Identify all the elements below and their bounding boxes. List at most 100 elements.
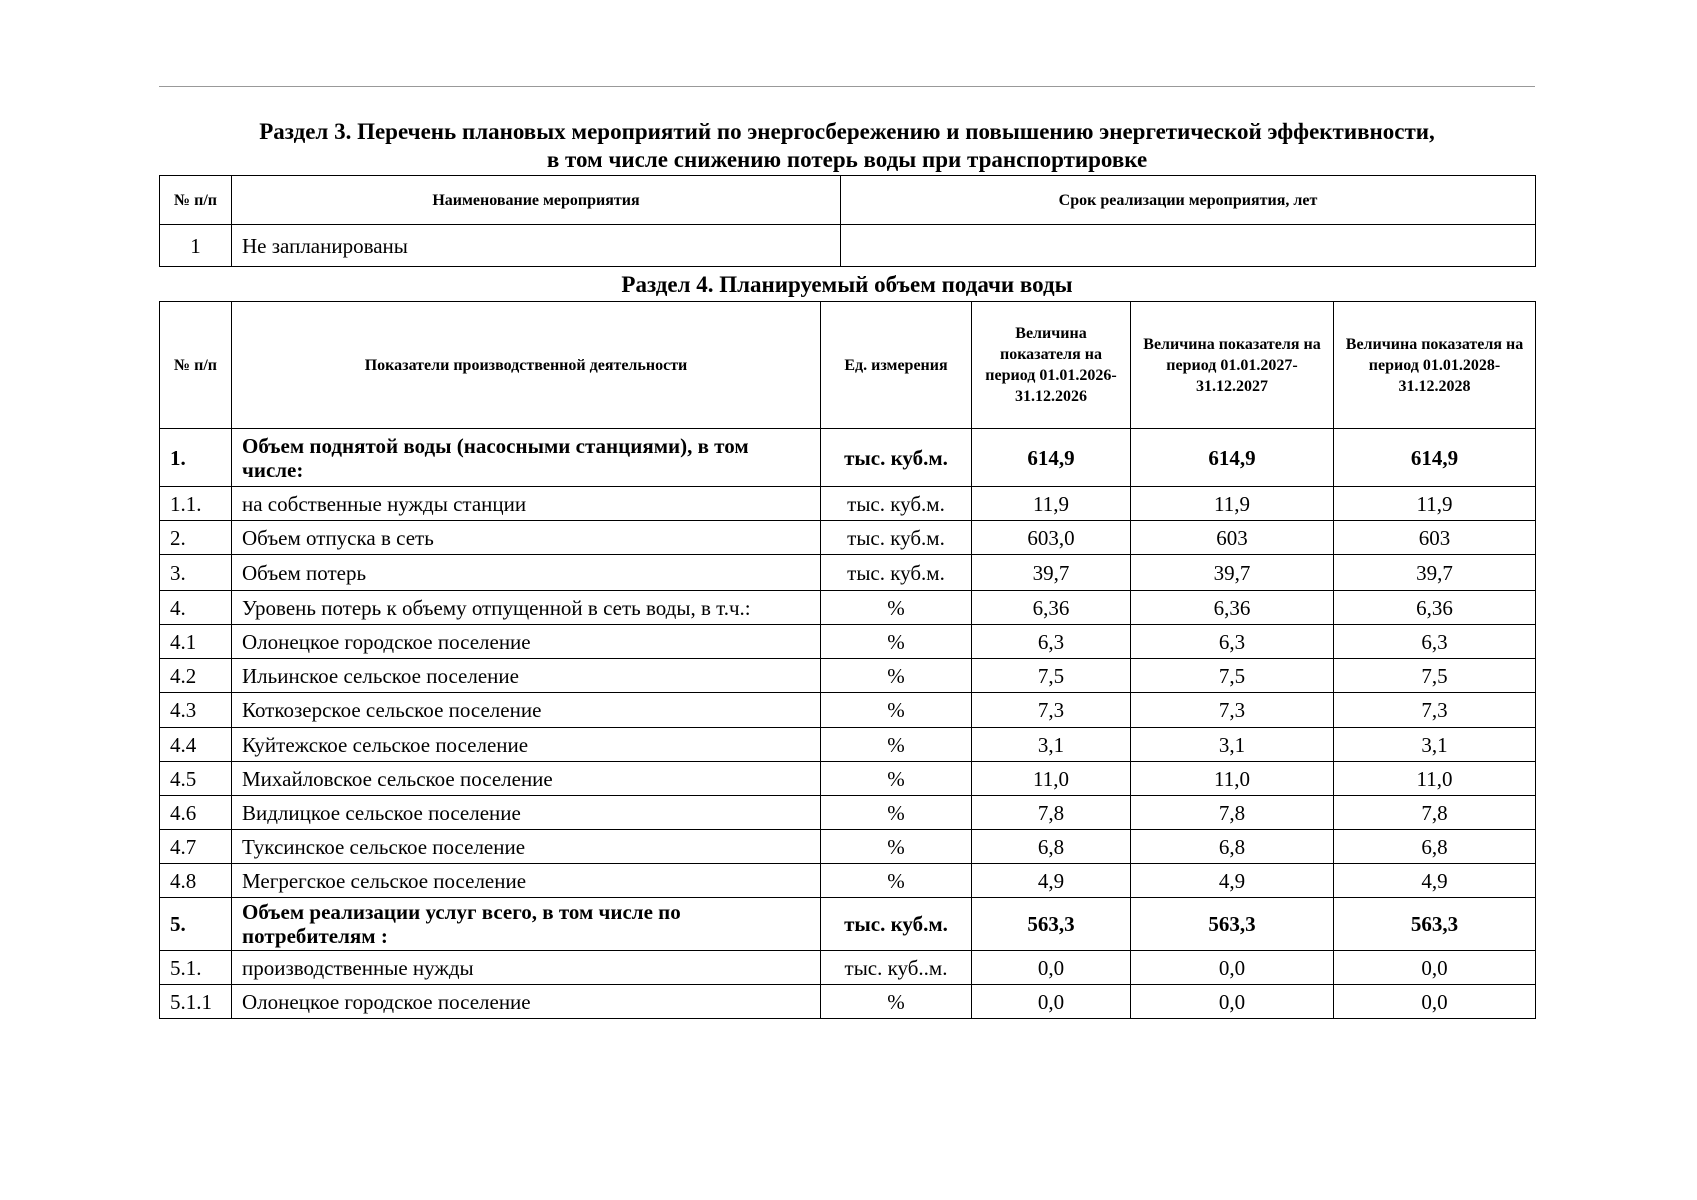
table-cell: 4.4 xyxy=(159,727,232,762)
table-cell xyxy=(840,224,1536,267)
table-cell: 7,8 xyxy=(971,795,1131,830)
table-cell: 0,0 xyxy=(1333,984,1536,1019)
table-cell: 614,9 xyxy=(1130,428,1334,487)
table-cell: 6,3 xyxy=(971,624,1131,659)
table-cell: 563,3 xyxy=(1333,897,1536,951)
table-cell: 7,5 xyxy=(1130,658,1334,693)
table-cell: тыс. куб.м. xyxy=(820,486,972,521)
table-cell: Объем отпуска в сеть xyxy=(231,520,821,555)
header-cell: № п/п xyxy=(159,301,232,429)
table-row: 4.2 Ильинское сельское поселение% 7,5 7,5 7,… xyxy=(159,658,1536,693)
table-cell: 0,0 xyxy=(1130,984,1334,1019)
table-cell: 614,9 xyxy=(1333,428,1536,487)
table-cell: 4.1 xyxy=(159,624,232,659)
table-cell: 6,8 xyxy=(971,829,1131,864)
table-row: 4.5 Михайловское сельское поселение% 11,0 1… xyxy=(159,761,1536,796)
table-cell: 39,7 xyxy=(971,554,1131,591)
table-row: 5.1. производственные нужды тыс. куб..м. 0,… xyxy=(159,950,1536,985)
header-cell: Наименование мероприятия xyxy=(231,175,841,225)
table-cell: 11,0 xyxy=(1130,761,1334,796)
header-cell: Величина показателя на период 01.01.2028… xyxy=(1333,301,1536,429)
table-cell: 6,36 xyxy=(971,590,1131,625)
table-cell: 4,9 xyxy=(971,863,1131,898)
table-cell: 4.6 xyxy=(159,795,232,830)
table-cell: 603,0 xyxy=(971,520,1131,555)
table-cell: 1.1. xyxy=(159,486,232,521)
table-cell: 4,9 xyxy=(1333,863,1536,898)
table-cell: 5.1. xyxy=(159,950,232,985)
header-row: № п/п Наименование мероприятия Срок реализ… xyxy=(159,175,1536,225)
table-cell: 4.7 xyxy=(159,829,232,864)
table-cell: 7,5 xyxy=(971,658,1131,693)
top-rule xyxy=(159,86,1535,87)
table-cell: 4.3 xyxy=(159,692,232,728)
table-cell: тыс. куб.м. xyxy=(820,897,972,951)
header-cell: Срок реализации мероприятия, лет xyxy=(840,175,1536,225)
table-cell: 11,9 xyxy=(1130,486,1334,521)
table-cell: производственные нужды xyxy=(231,950,821,985)
table-cell: 7,3 xyxy=(971,692,1131,728)
table-cell: 603 xyxy=(1333,520,1536,555)
table-cell: 4.5 xyxy=(159,761,232,796)
table-row: 4.7 Туксинское сельское поселение% 6,8 6,8 6… xyxy=(159,829,1536,864)
table-cell: 3,1 xyxy=(1130,727,1334,762)
table-cell: Олонецкое городское поселение xyxy=(231,984,821,1019)
table-cell: 4,9 xyxy=(1130,863,1334,898)
header-cell: Показатели производственной деятельности xyxy=(231,301,821,429)
header-cell: Величина показателя на период 01.01.2027… xyxy=(1130,301,1334,429)
table-cell: тыс. куб.м. xyxy=(820,554,972,591)
table-cell: Куйтежское сельское поселение xyxy=(231,727,821,762)
table-cell: тыс. куб.м. xyxy=(820,520,972,555)
table-cell: 7,8 xyxy=(1130,795,1334,830)
table-cell: Уровень потерь к объему отпущенной в сет… xyxy=(231,590,821,625)
table-cell: 563,3 xyxy=(1130,897,1334,951)
table-row: 2. Объем отпуска в сеть тыс. куб.м. 603,0 60… xyxy=(159,520,1536,555)
table-cell: 11,0 xyxy=(1333,761,1536,796)
table-cell: Олонецкое городское поселение xyxy=(231,624,821,659)
table-cell: Объем реализации услуг всего, в том числ… xyxy=(231,897,821,951)
table-cell: 4.8 xyxy=(159,863,232,898)
section3-title: Раздел 3. Перечень плановых мероприятий … xyxy=(259,119,1435,144)
section4-title: Раздел 4. Планируемый объем подачи воды xyxy=(621,272,1073,297)
table-row: 5.1.1 Олонецкое городское поселение% 0,0 0,… xyxy=(159,984,1536,1019)
table-cell: % xyxy=(820,795,972,830)
table-cell: 7,5 xyxy=(1333,658,1536,693)
table-cell: % xyxy=(820,863,972,898)
header-cell: Величина показателя на период 01.01.2026… xyxy=(971,301,1131,429)
table-cell: Коткозерское сельское поселение xyxy=(231,692,821,728)
section4-table: № п/п Показатели производственной деятель… xyxy=(159,301,1536,1019)
table-cell: 39,7 xyxy=(1333,554,1536,591)
table-cell: 5. xyxy=(159,897,232,951)
table-cell: 3,1 xyxy=(1333,727,1536,762)
table-cell: % xyxy=(820,761,972,796)
table-cell: 6,3 xyxy=(1130,624,1334,659)
table-row: 1 Не запланированы xyxy=(159,224,1536,267)
table-cell: тыс. куб.м. xyxy=(820,428,972,487)
table-cell: 0,0 xyxy=(1333,950,1536,985)
table-cell: 6,36 xyxy=(1333,590,1536,625)
table-cell: 2. xyxy=(159,520,232,555)
table-cell: % xyxy=(820,658,972,693)
table-cell: Объем поднятой воды (насосными станциями… xyxy=(231,428,821,487)
table-cell: Мегрегское сельское поселение xyxy=(231,863,821,898)
header-cell: № п/п xyxy=(159,175,232,225)
table-cell: 6,8 xyxy=(1333,829,1536,864)
table-row: 4.1 Олонецкое городское поселение% 6,3 6,3 6… xyxy=(159,624,1536,659)
table-row: 4. Уровень потерь к объему отпущенной в с… xyxy=(159,590,1536,625)
header-cell: Ед. измерения xyxy=(820,301,972,429)
table-cell: % xyxy=(820,624,972,659)
table-cell: 563,3 xyxy=(971,897,1131,951)
table-cell: 0,0 xyxy=(971,950,1131,985)
table-row: 4.6 Видлицкое сельское поселение% 7,8 7,8 7,… xyxy=(159,795,1536,830)
table-cell: % xyxy=(820,692,972,728)
table-row: 4.3 Коткозерское сельское поселение% 7,3 7,… xyxy=(159,692,1536,728)
table-cell: тыс. куб..м. xyxy=(820,950,972,985)
table-cell: Видлицкое сельское поселение xyxy=(231,795,821,830)
section3-table: № п/п Наименование мероприятия Срок реализ… xyxy=(159,175,1536,267)
table-cell: Михайловское сельское поселение xyxy=(231,761,821,796)
table-cell: Не запланированы xyxy=(231,224,841,267)
table-cell: 6,8 xyxy=(1130,829,1334,864)
table-cell: 11,0 xyxy=(971,761,1131,796)
table-cell: 614,9 xyxy=(971,428,1131,487)
